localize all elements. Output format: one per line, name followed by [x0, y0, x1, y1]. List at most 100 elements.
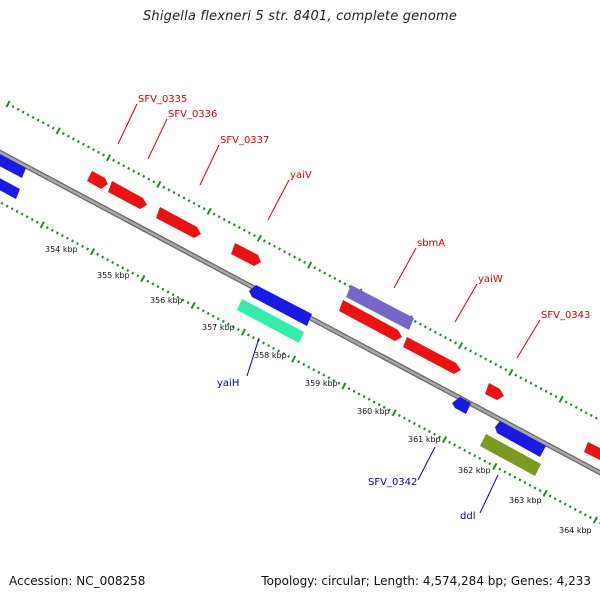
- minor-tick: [302, 362, 306, 366]
- minor-tick: [423, 325, 427, 329]
- minor-tick: [116, 263, 120, 267]
- minor-tick: [298, 258, 302, 262]
- accession-label: Accession: NC_008258: [9, 574, 146, 588]
- minor-tick: [61, 132, 65, 136]
- minor-tick: [162, 185, 166, 189]
- minor-tick: [20, 212, 24, 216]
- minor-tick: [583, 513, 587, 517]
- minor-tick: [66, 236, 69, 240]
- gene-arrow[interactable]: [339, 300, 402, 341]
- gene-label[interactable]: sbmA: [417, 238, 445, 249]
- major-tick: [458, 342, 464, 350]
- minor-tick: [172, 191, 176, 195]
- minor-tick: [293, 255, 297, 259]
- minor-tick: [433, 432, 436, 436]
- minor-tick: [76, 242, 79, 246]
- tick-label: 361 kbp: [408, 435, 441, 444]
- minor-tick: [197, 204, 201, 208]
- major-tick: [307, 261, 313, 269]
- minor-tick: [221, 319, 225, 323]
- gene-arrow[interactable]: [0, 151, 26, 178]
- gene-label[interactable]: SFV_0343: [541, 310, 590, 321]
- minor-tick: [484, 357, 488, 361]
- minor-tick: [237, 225, 241, 229]
- minor-tick: [273, 244, 276, 248]
- gene-label[interactable]: SFV_0335: [138, 94, 187, 105]
- gene-arrow[interactable]: [403, 337, 461, 374]
- minor-tick: [514, 373, 518, 377]
- gene-arrow[interactable]: [108, 181, 147, 209]
- forward-gene-labels: SFV_0335 SFV_0336 SFV_0337 yaiV sbmA yai…: [138, 94, 590, 321]
- minor-tick: [367, 397, 371, 401]
- minor-tick: [41, 121, 45, 125]
- major-tick: [206, 207, 212, 215]
- minor-tick: [449, 338, 452, 342]
- gene-arrow[interactable]: [452, 397, 471, 414]
- tick-label: 364 kbp: [559, 526, 592, 535]
- gene-arrow[interactable]: [87, 171, 108, 189]
- gene-arrow[interactable]: [156, 207, 201, 238]
- gene-label[interactable]: yaiV: [290, 170, 312, 181]
- minor-tick: [30, 217, 34, 221]
- minor-tick: [55, 231, 59, 235]
- tick-label: 358 kbp: [254, 351, 287, 360]
- minor-tick: [558, 499, 562, 503]
- minor-tick: [553, 497, 557, 501]
- minor-tick: [252, 336, 255, 340]
- gene-arrow[interactable]: [485, 383, 504, 400]
- major-tick: [291, 355, 297, 363]
- minor-tick: [227, 220, 231, 224]
- minor-tick: [177, 193, 181, 197]
- major-tick: [140, 274, 146, 283]
- minor-tick: [333, 276, 337, 280]
- gene-label[interactable]: ddl: [460, 511, 475, 522]
- gene-arrow[interactable]: [584, 442, 600, 460]
- gene-label[interactable]: SFV_0337: [220, 135, 269, 146]
- minor-tick: [236, 328, 240, 332]
- minor-tick: [50, 228, 54, 232]
- minor-tick: [136, 274, 140, 278]
- tick-labels: 354 kbp 355 kbp 356 kbp 357 kbp 358 kbp …: [45, 245, 592, 535]
- minor-tick: [307, 365, 311, 369]
- minor-tick: [126, 268, 130, 272]
- minor-tick: [156, 285, 160, 289]
- map-title: Shigella flexneri 5 str. 8401, complete …: [142, 9, 458, 24]
- minor-tick: [528, 483, 532, 487]
- minor-tick: [86, 247, 89, 251]
- gene-arrow[interactable]: [237, 299, 304, 343]
- minor-tick: [297, 360, 301, 364]
- minor-tick: [211, 314, 215, 318]
- gene-arrow[interactable]: [0, 175, 20, 199]
- minor-tick: [267, 344, 270, 348]
- minor-tick: [428, 430, 431, 434]
- gene-label[interactable]: yaiH: [217, 378, 239, 389]
- minor-tick: [106, 258, 110, 262]
- minor-tick: [282, 352, 286, 356]
- minor-tick: [338, 279, 342, 283]
- major-tick: [542, 489, 548, 497]
- minor-tick: [574, 405, 578, 409]
- minor-tick: [25, 215, 29, 219]
- minor-tick: [152, 180, 156, 184]
- gene-arrow[interactable]: [231, 243, 261, 266]
- gene-label[interactable]: SFV_0342: [368, 477, 417, 488]
- minor-tick: [45, 226, 49, 230]
- minor-tick: [453, 443, 457, 447]
- minor-tick: [82, 142, 85, 146]
- minor-tick: [503, 470, 507, 474]
- reverse-leader-lines: [246, 337, 499, 514]
- minor-tick: [594, 416, 598, 420]
- gene-arrow[interactable]: [346, 285, 414, 330]
- major-tick: [508, 368, 514, 376]
- minor-tick: [413, 319, 417, 323]
- gene-label[interactable]: SFV_0336: [168, 109, 217, 120]
- minor-tick: [348, 285, 352, 289]
- gene-arrow[interactable]: [495, 421, 546, 457]
- minor-tick: [578, 510, 582, 514]
- gene-label[interactable]: yaiW: [478, 274, 503, 285]
- minor-tick: [412, 421, 416, 426]
- gene-arrow[interactable]: [480, 434, 541, 476]
- gene-arrow[interactable]: [249, 285, 312, 326]
- minor-tick: [187, 199, 191, 203]
- tick-label: 356 kbp: [150, 296, 183, 305]
